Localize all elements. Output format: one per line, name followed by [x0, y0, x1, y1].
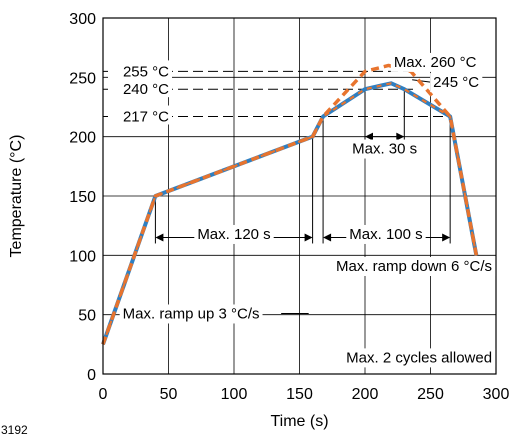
annotation-bg-max100 — [346, 224, 426, 244]
annotation-max260: Max. 260 °C — [394, 54, 477, 71]
x-tick-label: 0 — [99, 386, 108, 403]
y-tick-label: 300 — [69, 11, 96, 28]
annotation-max30: Max. 30 s — [352, 141, 417, 158]
y-tick-label: 200 — [69, 130, 96, 147]
series — [101, 63, 479, 345]
dim-120s-arrow-right — [304, 233, 313, 242]
x-tick-label: 250 — [417, 386, 444, 403]
reference-label: 240 °C — [123, 81, 169, 98]
annotation-max120: Max. 120 s — [197, 226, 270, 243]
y-axis-title: Temperature (°C) — [8, 135, 25, 258]
dim-100s-arrow-right — [442, 233, 451, 242]
dim-120s-arrow-left — [155, 233, 164, 242]
y-tick-label: 100 — [69, 248, 96, 265]
y-tick-label: 0 — [87, 367, 96, 384]
axis-ticks: 0 50 100 150 200 250 300 0 50 100 150 200 250 300 — [69, 11, 509, 403]
annotation-max100: Max. 100 s — [349, 226, 422, 243]
y-tick-label: 250 — [69, 70, 96, 87]
y-tick-label: 50 — [78, 308, 96, 325]
annotation-bg-t245 — [430, 73, 483, 93]
figure-id: 3192 — [1, 423, 28, 436]
dim-100s-arrow-left — [323, 233, 332, 242]
series-line-blue-dash-overlay — [101, 82, 478, 345]
annotation-rampdown: Max. ramp down 6 °C/s — [336, 258, 492, 275]
x-tick-label: 300 — [483, 386, 510, 403]
dim-30s-arrow-left — [365, 132, 373, 141]
reference-label: 217 °C — [123, 108, 169, 125]
annotation-bg-max30 — [349, 139, 421, 159]
dim-30s-arrow-right — [396, 132, 405, 141]
reference-label-bg — [108, 78, 172, 98]
annotation-bg-cycles — [343, 348, 496, 368]
annotation-bg-max120 — [194, 224, 274, 244]
dimension-markers — [154, 64, 451, 314]
annotation-cycles: Max. 2 cycles allowed — [346, 349, 492, 366]
y-tick-label: 150 — [69, 189, 96, 206]
reference-label: 255 °C — [123, 63, 169, 80]
reference-label-bg — [108, 60, 172, 80]
x-tick-label: 200 — [352, 386, 379, 403]
annotation-bg-rampdown — [333, 257, 496, 277]
x-axis-title: Time (s) — [270, 413, 328, 430]
x-tick-label: 50 — [160, 386, 178, 403]
plot-area-frame — [102, 17, 497, 375]
x-tick-label: 150 — [286, 386, 313, 403]
annotation-rampup: Max. ramp up 3 °C/s — [123, 305, 260, 322]
annotation-bg-rampup — [119, 304, 263, 324]
reference-label-bg — [108, 105, 172, 125]
x-tick-label: 100 — [221, 386, 248, 403]
annotation-t245: 245 °C — [433, 74, 479, 91]
annotation-bg-max260 — [390, 52, 480, 72]
